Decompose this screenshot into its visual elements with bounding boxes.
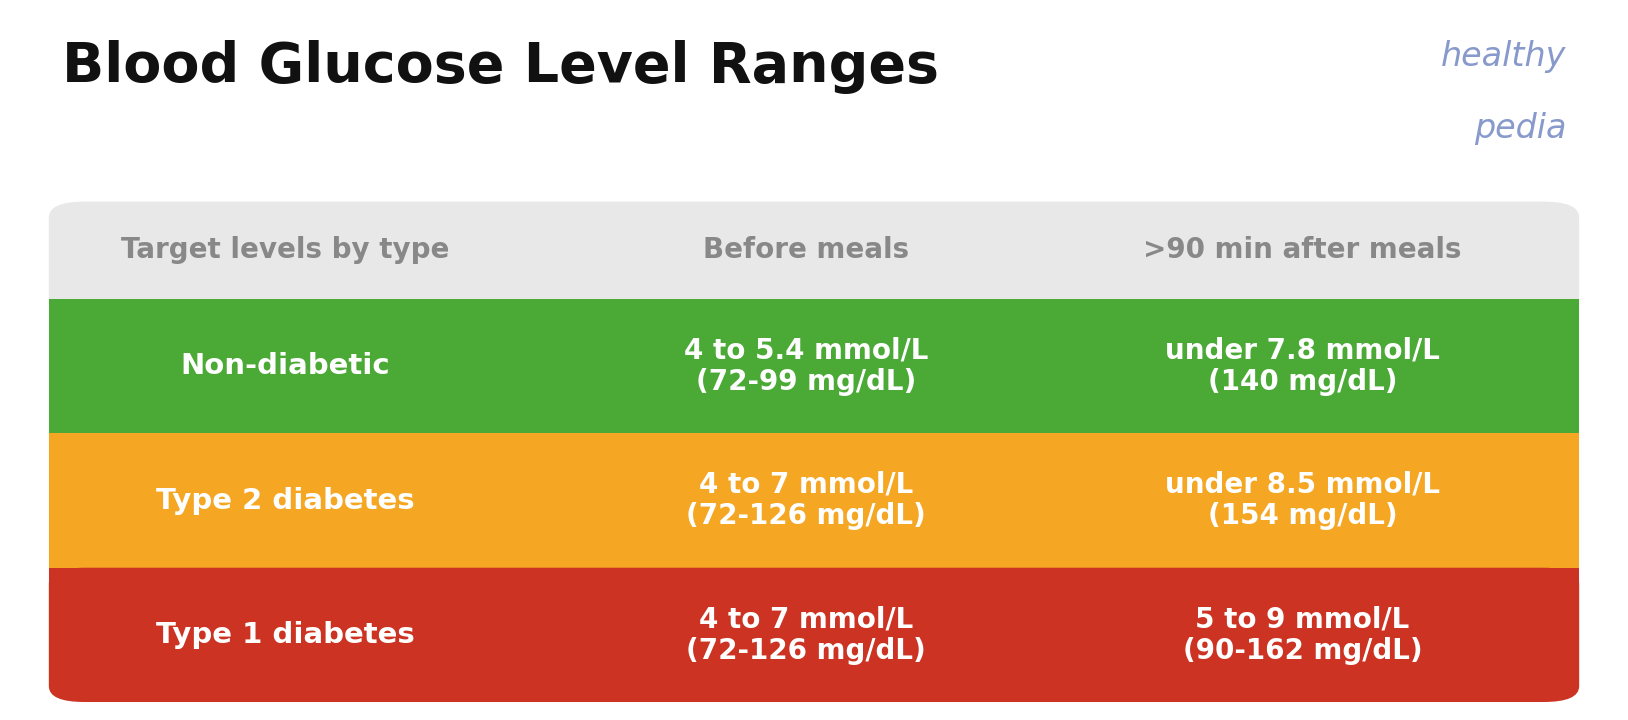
Text: Target levels by type: Target levels by type (120, 236, 449, 264)
Text: under 7.8 mmol/L: under 7.8 mmol/L (1166, 336, 1439, 364)
FancyBboxPatch shape (49, 568, 1579, 702)
Text: (140 mg/dL): (140 mg/dL) (1208, 368, 1397, 396)
Text: (72-99 mg/dL): (72-99 mg/dL) (695, 368, 917, 396)
Text: (72-126 mg/dL): (72-126 mg/dL) (685, 503, 926, 531)
Text: Type 1 diabetes: Type 1 diabetes (156, 621, 414, 649)
Text: Before meals: Before meals (703, 236, 908, 264)
Text: (90-162 mg/dL): (90-162 mg/dL) (1182, 636, 1423, 665)
Text: 4 to 7 mmol/L: 4 to 7 mmol/L (698, 605, 913, 633)
FancyBboxPatch shape (49, 202, 1579, 702)
Bar (49, 568, 1579, 635)
Text: Type 2 diabetes: Type 2 diabetes (156, 487, 414, 515)
Bar (49, 433, 1579, 568)
Bar (49, 300, 1579, 433)
Text: Non-diabetic: Non-diabetic (181, 352, 389, 380)
Text: (154 mg/dL): (154 mg/dL) (1208, 503, 1397, 531)
Text: 4 to 7 mmol/L: 4 to 7 mmol/L (698, 471, 913, 499)
Text: 4 to 5.4 mmol/L: 4 to 5.4 mmol/L (684, 336, 928, 364)
Text: under 8.5 mmol/L: under 8.5 mmol/L (1166, 471, 1439, 499)
Text: pedia: pedia (1473, 112, 1566, 145)
Text: (72-126 mg/dL): (72-126 mg/dL) (685, 636, 926, 665)
Text: 5 to 9 mmol/L: 5 to 9 mmol/L (1195, 605, 1410, 633)
Text: healthy: healthy (1441, 40, 1566, 73)
Text: Blood Glucose Level Ranges: Blood Glucose Level Ranges (62, 40, 939, 94)
Text: >90 min after meals: >90 min after meals (1143, 236, 1462, 264)
